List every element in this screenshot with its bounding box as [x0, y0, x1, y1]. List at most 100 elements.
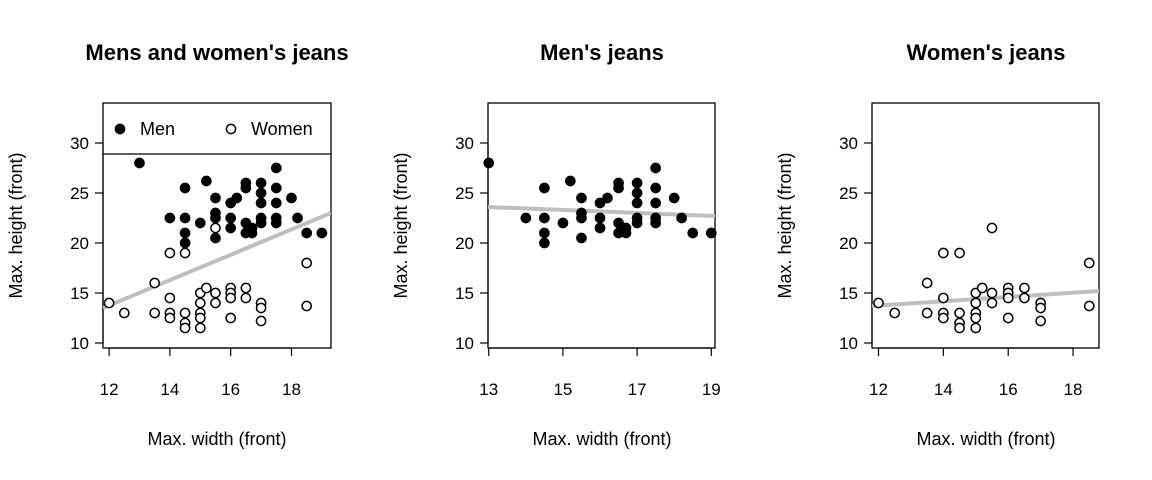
y-tick-label: 15	[70, 284, 89, 303]
y-tick-label: 10	[70, 334, 89, 353]
trend-line	[488, 205, 715, 218]
x-tick-label: 12	[100, 380, 119, 399]
point-women	[194, 297, 206, 309]
point-men	[613, 217, 624, 229]
chart-panel-3: Women's jeans 10 15 20 25 30 12 14 16 18 Max. widt…	[775, 40, 1100, 449]
point-men	[210, 232, 221, 244]
point-women	[118, 307, 130, 319]
point-men	[594, 197, 606, 209]
point-men	[225, 222, 237, 234]
point-men	[240, 182, 252, 194]
point-women	[210, 297, 221, 309]
point-men	[179, 212, 191, 224]
point-women	[225, 292, 237, 304]
point-women	[937, 247, 949, 259]
point-women	[954, 247, 965, 259]
point-men	[687, 227, 699, 239]
x-tick-label: 16	[221, 380, 240, 399]
point-women	[1019, 282, 1030, 294]
x-tick-label: 18	[282, 380, 301, 399]
point-women	[1002, 292, 1014, 304]
point-men	[255, 217, 267, 229]
point-women	[210, 287, 221, 299]
point-men	[594, 222, 606, 234]
point-men	[270, 162, 282, 174]
point-women	[889, 307, 901, 319]
chart-panel-2: Men's jeans 10 15 20 25 30 13 15 17 19 Max. width …	[391, 40, 721, 449]
x-axis-label: Max. width (front)	[916, 429, 1055, 449]
point-women	[1002, 312, 1014, 324]
point-men	[255, 197, 267, 209]
point-men	[539, 182, 550, 194]
point-women	[164, 247, 176, 259]
point-women	[225, 312, 237, 324]
point-men	[705, 227, 717, 239]
x-tick-label: 18	[1064, 380, 1083, 399]
chart-title: Men's jeans	[540, 40, 664, 65]
point-men	[676, 212, 687, 224]
point-men	[564, 175, 576, 187]
point-men	[164, 212, 176, 224]
point-women	[240, 292, 252, 304]
point-women	[255, 315, 267, 327]
y-tick-label: 15	[455, 284, 474, 303]
y-tick-label: 10	[455, 334, 474, 353]
point-women	[986, 287, 998, 299]
point-men	[520, 212, 532, 224]
point-women	[179, 247, 191, 259]
point-women	[970, 322, 982, 334]
point-women	[255, 302, 267, 314]
chart-title: Mens and women's jeans	[85, 40, 348, 65]
point-men	[539, 227, 550, 239]
point-women	[873, 297, 884, 309]
chart-title: Women's jeans	[907, 40, 1066, 65]
legend-background	[104, 104, 330, 153]
point-men	[650, 182, 662, 194]
point-men	[539, 212, 550, 224]
point-men	[246, 227, 258, 239]
x-tick-label: 14	[160, 380, 179, 399]
point-men	[286, 192, 297, 204]
point-men	[270, 217, 282, 229]
point-men	[613, 182, 624, 194]
point-women	[164, 312, 176, 324]
point-women	[103, 297, 115, 309]
point-men	[576, 212, 587, 224]
y-axis-label: Max. height (front)	[391, 152, 411, 298]
point-men	[557, 217, 569, 229]
point-men	[301, 227, 313, 239]
point-women	[301, 257, 313, 269]
point-men	[225, 212, 237, 224]
y-tick-label: 30	[70, 134, 89, 153]
x-tick-label: 17	[628, 380, 647, 399]
point-women	[921, 307, 933, 319]
legend-marker-men	[114, 123, 126, 135]
point-women	[921, 277, 933, 289]
point-women	[970, 297, 982, 309]
x-tick-label: 16	[999, 380, 1018, 399]
point-women	[937, 312, 949, 324]
point-women	[954, 322, 965, 334]
point-men	[650, 217, 662, 229]
point-men	[316, 227, 328, 239]
trend-line	[872, 289, 1099, 308]
point-men	[631, 177, 643, 189]
y-tick-label: 30	[455, 134, 474, 153]
legend-marker-women	[225, 123, 237, 135]
point-women	[240, 282, 252, 294]
point-men	[650, 162, 662, 174]
y-tick-label: 20	[839, 234, 858, 253]
chart-panel-1: Mens and women's jeans 10 15 20 25 30 12 14 16 18…	[6, 40, 349, 449]
x-tick-label: 15	[553, 380, 572, 399]
point-women	[179, 307, 191, 319]
legend-label-women: Women	[251, 119, 313, 139]
point-men	[594, 212, 606, 224]
point-men	[602, 192, 613, 204]
point-women	[976, 282, 988, 294]
y-tick-label: 20	[455, 234, 474, 253]
x-tick-label: 14	[934, 380, 953, 399]
point-men	[620, 227, 632, 239]
point-women	[970, 312, 982, 324]
point-men	[179, 182, 191, 194]
